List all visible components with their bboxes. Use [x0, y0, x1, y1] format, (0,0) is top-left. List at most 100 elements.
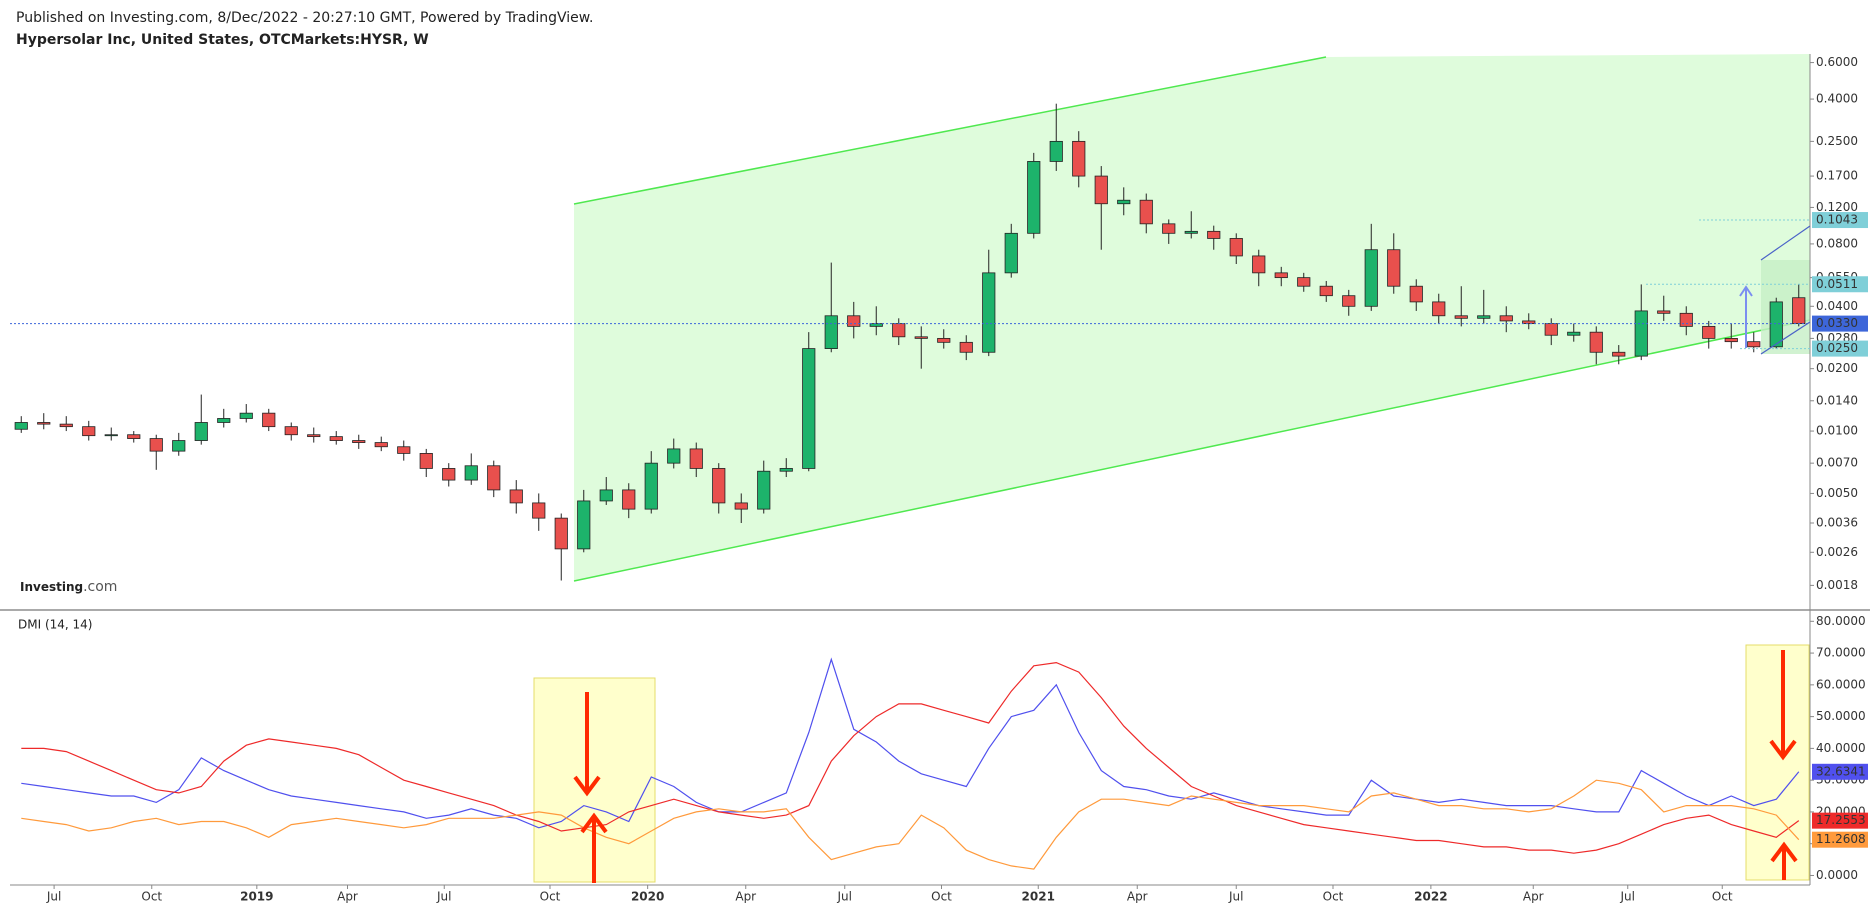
candle-body: [239, 412, 253, 419]
candle-body: [959, 341, 973, 353]
candle-body: [374, 442, 388, 448]
candle-body: [284, 426, 298, 436]
candle-body: [1139, 199, 1153, 225]
candle-body: [1634, 310, 1648, 357]
candle-body: [1274, 272, 1288, 279]
candle-body: [1769, 301, 1783, 348]
price-level-box: [1812, 340, 1868, 357]
highlight-box: [1745, 644, 1810, 881]
y-tick-label: 0.6000: [1816, 55, 1858, 69]
candle-body: [1387, 249, 1401, 287]
y-tick-label: 0.0050: [1816, 486, 1858, 500]
candle-body: [689, 448, 703, 469]
candle-body: [1252, 255, 1266, 274]
y-tick-label: 0.0100: [1816, 424, 1858, 438]
candle-body: [1072, 140, 1086, 177]
arrow-head: [1770, 841, 1798, 863]
candle-body: [509, 489, 523, 504]
measure-arrow-head: [1739, 285, 1753, 297]
candle-body: [734, 502, 748, 510]
candle-body: [1027, 161, 1041, 234]
y-tick-label: 0.1200: [1816, 200, 1858, 214]
x-tick-label: Oct: [1712, 890, 1733, 904]
last-value-box: [1812, 763, 1868, 780]
candle-body: [1184, 230, 1198, 234]
y-tick-label: 0.0026: [1816, 545, 1858, 559]
candle-body: [329, 436, 343, 441]
y-tick-label: 50.0000: [1816, 709, 1866, 723]
candle-body: [1342, 295, 1356, 307]
last-value-box: [1812, 812, 1868, 829]
candle-body: [1297, 277, 1311, 287]
last-value-label: 11.2608: [1816, 832, 1866, 846]
price-level-label: 0.0330: [1816, 316, 1858, 330]
x-tick-label: Jul: [1620, 890, 1635, 904]
y-tick-label: 0.0200: [1816, 361, 1858, 375]
candle-body: [397, 446, 411, 454]
candle-body: [1432, 301, 1446, 317]
x-tick-label: 2022: [1414, 890, 1447, 904]
candle-body: [982, 272, 996, 353]
candle-body: [712, 468, 726, 504]
y-tick-label: 0.1700: [1816, 169, 1858, 183]
x-tick-label: Oct: [141, 890, 162, 904]
candle-body: [149, 438, 163, 452]
candle-body: [1454, 315, 1468, 319]
x-tick-label: Oct: [1323, 890, 1344, 904]
candle-body: [1094, 175, 1108, 205]
candle-body: [127, 434, 141, 439]
candle-body: [577, 500, 591, 550]
candle-body: [1499, 315, 1513, 322]
x-tick-label: 2021: [1022, 890, 1055, 904]
candle-body: [82, 426, 96, 437]
candle-body: [644, 462, 658, 510]
candle-body: [1117, 199, 1131, 205]
published-note: Published on Investing.com, 8/Dec/2022 -…: [16, 10, 593, 26]
dmi-line: [21, 657, 1800, 829]
candle-body: [1657, 310, 1671, 314]
candle-body: [1207, 230, 1221, 239]
candle-body: [1319, 285, 1333, 297]
candle-body: [914, 336, 928, 339]
y-tick-label: 0.0070: [1816, 456, 1858, 470]
candle-body: [59, 423, 73, 428]
x-tick-label: Jul: [837, 890, 852, 904]
x-tick-label: Apr: [1523, 890, 1544, 904]
x-tick-label: 2019: [240, 890, 273, 904]
candle-body: [1612, 351, 1626, 357]
candle-body: [1589, 331, 1603, 353]
candle-body: [1004, 232, 1018, 274]
candle-body: [937, 337, 951, 343]
candle-body: [667, 448, 681, 464]
candle-body: [1702, 325, 1716, 339]
candle-body: [14, 422, 28, 430]
dmi-title: DMI (14, 14): [18, 618, 92, 632]
y-tick-label: 0.0140: [1816, 393, 1858, 407]
symbol-title: Hypersolar Inc, United States, OTCMarket…: [16, 32, 429, 48]
price-level-label: 0.1043: [1816, 213, 1858, 227]
channel-upper: [573, 56, 1327, 205]
price-level-label: 0.0511: [1816, 277, 1858, 291]
candle-body: [847, 315, 861, 327]
x-tick-label: Oct: [931, 890, 952, 904]
candle-body: [1679, 312, 1693, 327]
candle-body: [194, 422, 208, 441]
last-value-box: [1812, 831, 1868, 848]
x-tick-label: Apr: [735, 890, 756, 904]
candle-body: [307, 434, 321, 438]
y-tick-label: 0.2500: [1816, 134, 1858, 148]
y-tick-label: 0.0800: [1816, 236, 1858, 250]
y-tick-label: 0.0400: [1816, 299, 1858, 313]
arrow-head: [580, 812, 608, 834]
candle-body: [622, 489, 636, 510]
candle-body: [779, 468, 793, 472]
projection-line: [1760, 225, 1811, 261]
price-level-box: [1812, 212, 1868, 229]
candle-body: [554, 517, 568, 550]
x-tick-label: Jul: [46, 890, 61, 904]
candle-body: [172, 440, 186, 452]
candle-body: [352, 440, 366, 443]
candle-body: [869, 323, 883, 327]
candle-body: [1792, 297, 1806, 325]
candle-body: [824, 315, 838, 349]
